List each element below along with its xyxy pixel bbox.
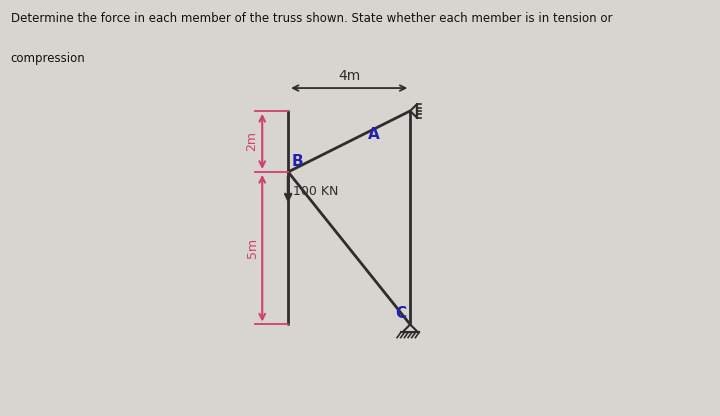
Text: 2m: 2m: [246, 131, 258, 151]
Text: 5m: 5m: [246, 238, 258, 258]
Text: C: C: [395, 306, 407, 321]
Text: 100 KN: 100 KN: [293, 185, 338, 198]
Text: 4m: 4m: [338, 69, 360, 82]
Text: B: B: [292, 154, 303, 169]
Text: A: A: [367, 126, 379, 141]
Text: Determine the force in each member of the truss shown. State whether each member: Determine the force in each member of th…: [11, 12, 612, 25]
Text: compression: compression: [11, 52, 86, 65]
